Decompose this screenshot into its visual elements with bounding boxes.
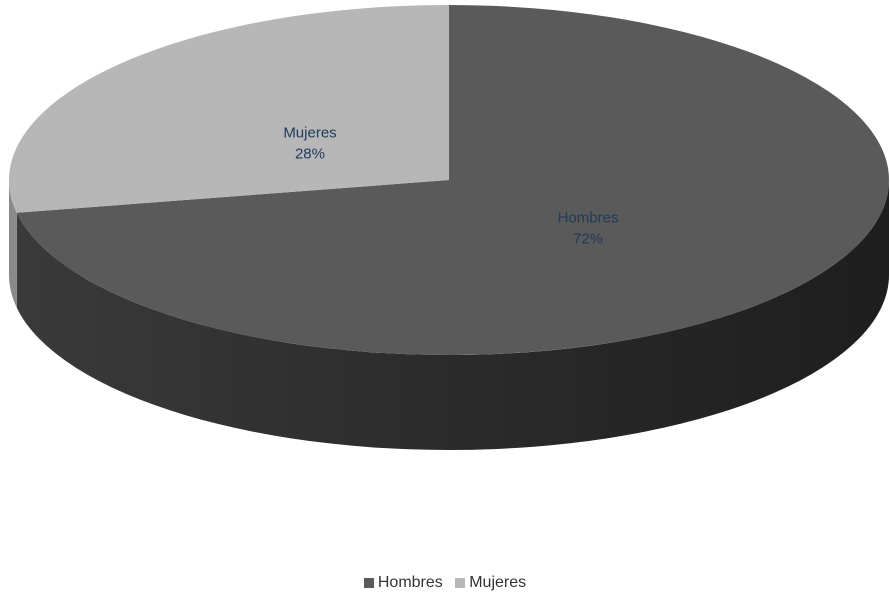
legend-swatch-mujeres [455,578,466,588]
slice-label-value-mujeres: 28% [295,146,325,163]
slice-side-hombres [16,180,890,450]
legend-item-hombres: Hombres [363,574,443,592]
legend-label-mujeres: Mujeres [469,574,527,591]
legend-swatch-hombres [363,578,374,588]
slice-side-mujeres [9,180,17,308]
slice-label-name-hombres: Hombres [558,209,619,226]
pie-sides [9,180,890,450]
legend-label-hombres: Hombres [377,574,443,591]
slice-label-name-mujeres: Mujeres [283,125,336,142]
pie-slices [8,5,890,355]
legend: Hombres Mujeres [0,574,890,593]
slice-label-value-hombres: 72% [573,230,603,247]
pie-labels: Hombres 72% Mujeres 28% [283,125,618,248]
slice-hombres [16,5,890,355]
legend-item-mujeres: Mujeres [455,574,526,592]
slice-mujeres [8,5,450,213]
